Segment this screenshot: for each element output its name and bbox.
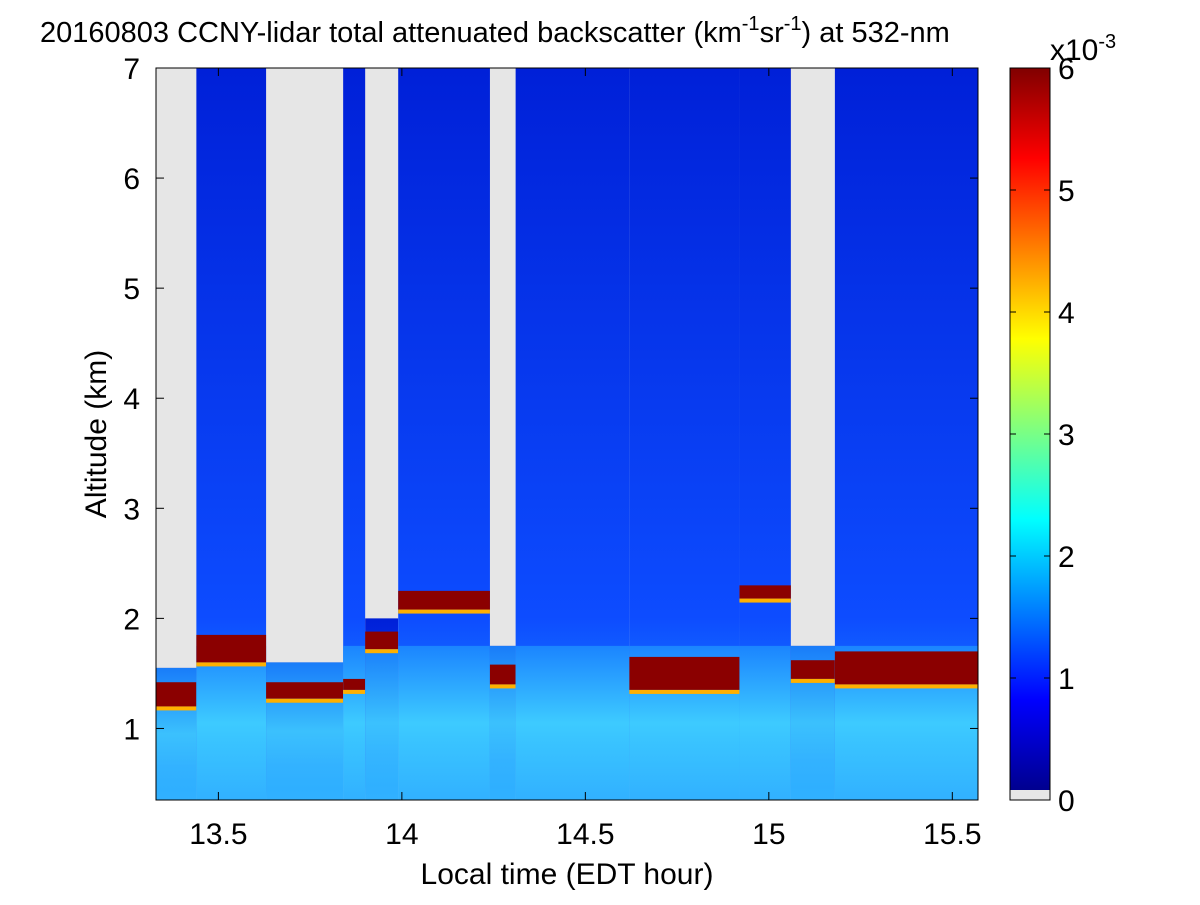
y-tick-label: 3 xyxy=(123,493,140,526)
cloud-edge xyxy=(790,678,835,683)
colorbar-tick-label: 3 xyxy=(1058,419,1075,452)
colorbar-multiplier: x10-3 xyxy=(1050,31,1116,67)
cloud-edge xyxy=(156,706,197,711)
y-tick-label: 7 xyxy=(123,53,140,86)
cloud-edge xyxy=(196,662,267,667)
cloud-edge xyxy=(266,698,344,703)
plot-frame xyxy=(155,67,979,801)
y-tick-label: 2 xyxy=(123,603,140,636)
y-tick-label: 4 xyxy=(123,383,140,416)
cloud-layer xyxy=(156,682,197,707)
colorbar-tick-label: 6 xyxy=(1058,53,1075,86)
cloud-layer xyxy=(629,656,740,690)
cloud-layer xyxy=(365,631,399,650)
colorbar-tick-label: 2 xyxy=(1058,541,1075,574)
x-axis-label: Local time (EDT hour) xyxy=(421,858,714,891)
heatmap-column xyxy=(196,68,267,800)
heatmap-column xyxy=(790,645,835,800)
cloud-edge xyxy=(489,684,516,689)
chart-title: 20160803 CCNY-lidar total attenuated bac… xyxy=(40,13,950,49)
cloud-layer xyxy=(196,634,267,663)
heatmap-column xyxy=(515,68,630,800)
cloud-edge xyxy=(398,609,490,614)
x-tick-label: 14 xyxy=(385,818,418,851)
boundary-layer-region xyxy=(515,645,630,800)
y-axis-label: Altitude (km) xyxy=(80,350,113,518)
x-axis: 13.5 14 14.5 15 15.5 xyxy=(189,68,982,851)
cloud-edge xyxy=(343,689,366,694)
boundary-layer-region xyxy=(343,645,366,800)
colorbar-zero-bin xyxy=(1010,790,1050,800)
boundary-layer-region xyxy=(398,645,490,800)
heatmap-column xyxy=(629,68,740,800)
heatmap-column xyxy=(156,667,197,800)
y-axis: 1 2 3 4 5 6 7 xyxy=(123,53,978,746)
x-tick-label: 13.5 xyxy=(189,818,247,851)
colorbar-tick-label: 4 xyxy=(1058,297,1075,330)
cloud-layer xyxy=(834,651,978,685)
colorbar-gradient xyxy=(1010,68,1050,790)
cloud-edge xyxy=(629,689,740,694)
cloud-edge xyxy=(365,649,399,654)
colorbar: 0 1 2 3 4 5 6 x10-3 xyxy=(1009,31,1116,818)
signal-region xyxy=(343,68,366,800)
heatmap-columns xyxy=(156,68,978,800)
cloud-layer xyxy=(739,585,791,599)
y-tick-label: 6 xyxy=(123,163,140,196)
boundary-layer-region xyxy=(365,645,399,800)
y-tick-label: 5 xyxy=(123,273,140,306)
cloud-edge xyxy=(834,684,978,689)
heatmap-column xyxy=(266,662,344,800)
x-tick-label: 15.5 xyxy=(923,818,981,851)
boundary-layer-region xyxy=(196,645,267,800)
heatmap-column xyxy=(365,618,399,800)
cloud-layer xyxy=(266,682,344,699)
colorbar-tick-label: 5 xyxy=(1058,175,1075,208)
y-tick-label: 1 xyxy=(123,713,140,746)
cloud-layer xyxy=(489,664,516,685)
cloud-layer xyxy=(343,678,366,690)
colorbar-ticks: 0 1 2 3 4 5 6 xyxy=(1010,53,1075,818)
cloud-edge xyxy=(739,598,791,603)
colorbar-tick-label: 0 xyxy=(1058,785,1075,818)
heatmap-column xyxy=(739,68,791,800)
heatmap-column xyxy=(489,645,516,800)
x-tick-label: 14.5 xyxy=(556,818,614,851)
heatmap-column xyxy=(834,68,978,800)
colorbar-tick-label: 1 xyxy=(1058,663,1075,696)
heatmap-column xyxy=(398,68,490,800)
x-tick-label: 15 xyxy=(752,818,785,851)
cloud-layer xyxy=(398,590,490,610)
heatmap-column xyxy=(343,68,366,800)
boundary-layer-region xyxy=(739,645,791,800)
cloud-layer xyxy=(790,660,835,679)
heatmap-plot-area xyxy=(155,67,979,801)
